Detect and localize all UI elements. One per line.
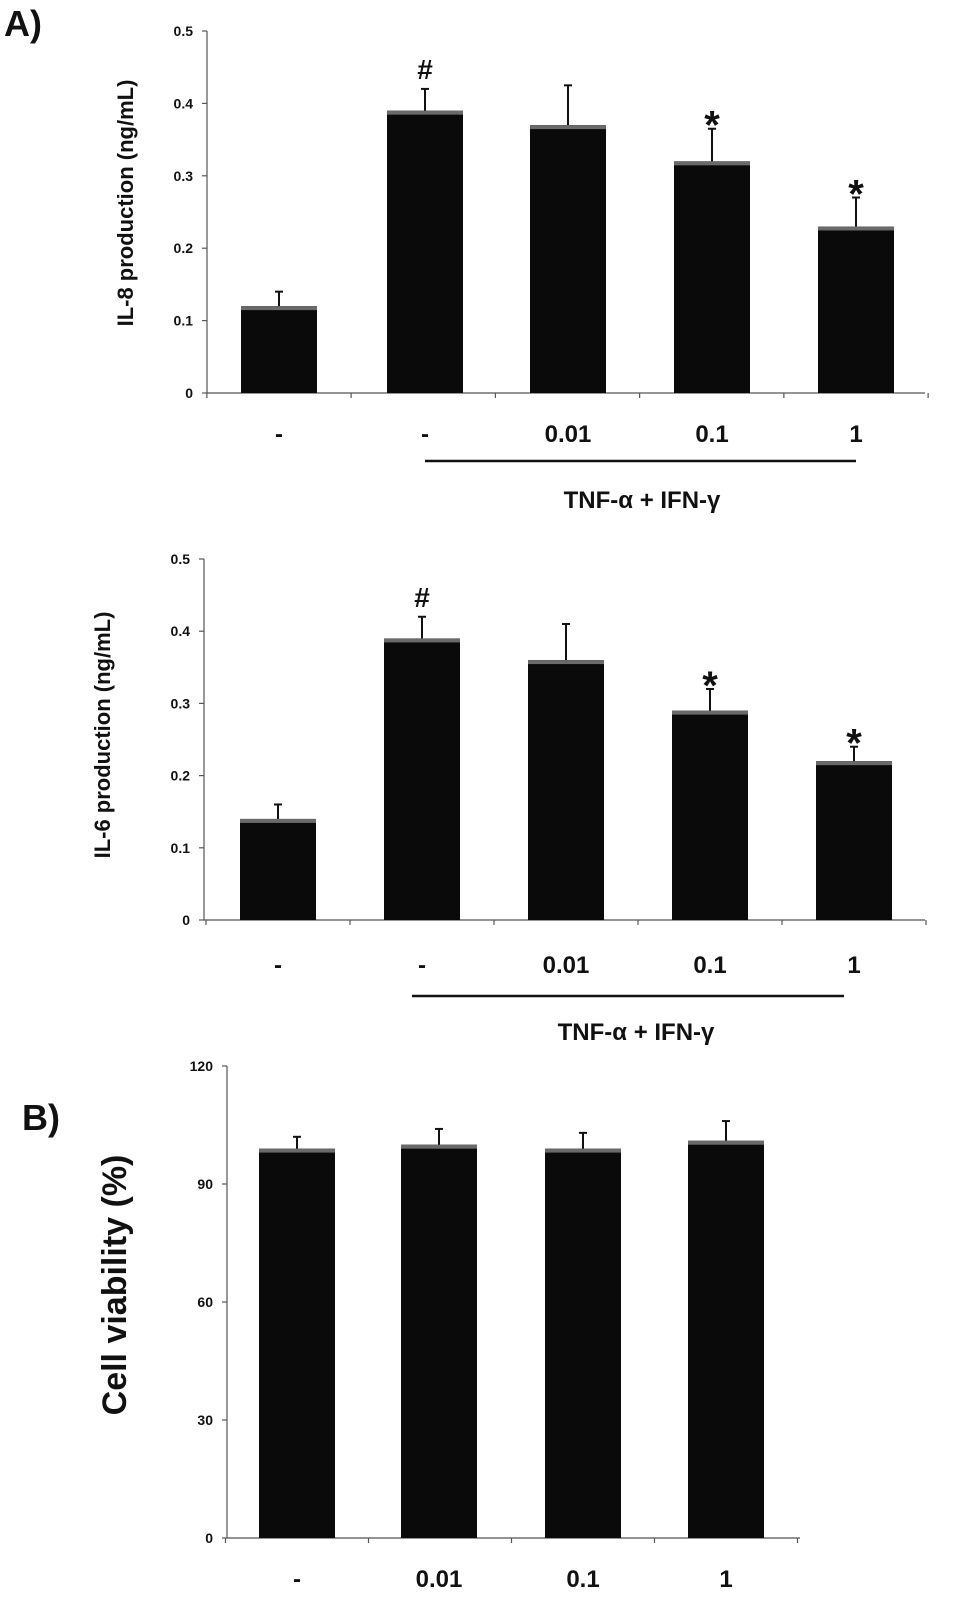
viability-y-tick-label: 90 [197,1176,213,1192]
il6-chart: IL-6 production (ng/mL) TNF-α + IFN-γ 0 0… [90,551,927,1046]
viability-category-label: 0.1 [566,1566,599,1593]
il8-y-tick-label: 0.4 [174,95,194,111]
il6-category-label: 0.01 [543,952,590,979]
il6-bar [672,710,748,920]
il8-bar-highlight [530,125,606,130]
il8-y-tick-label: 0.5 [174,23,194,39]
viability-bar-highlight [401,1144,477,1149]
il8-chart: IL-8 production (ng/mL) TNF-α + IFN-γ 0 0… [113,23,929,514]
il8-category-label: 0.1 [695,421,728,448]
viability-category-label: 0.01 [416,1566,463,1593]
viability-y-tick-label: 60 [197,1294,213,1310]
il6-significance-marker: * [702,664,718,708]
il6-bar [816,761,892,920]
il6-significance-marker: * [846,722,862,766]
viability-chart: Cell viability (%) 0 30 60 90 120 - 0.01 0.1 1 [96,1058,800,1593]
il6-y-tick-label: 0.1 [171,840,191,856]
il8-bar [818,226,894,393]
il8-y-tick-label: 0 [185,385,193,401]
panel-a-label: A) [4,3,42,44]
il8-category-label: - [275,421,283,448]
il8-category-label: 1 [849,421,862,448]
il8-bar [674,161,750,393]
il8-bar-highlight [241,306,317,311]
il6-bar [384,638,460,920]
il8-bar-highlight [387,110,463,115]
viability-y-tick-label: 0 [205,1530,213,1546]
il8-group-label: TNF-α + IFN-γ [564,487,721,514]
il6-y-tick-label: 0.5 [171,551,191,567]
il6-category-label: 1 [847,952,860,979]
il8-bar [530,125,606,394]
il6-category-label: - [274,952,282,979]
viability-bar [401,1144,477,1538]
panel-b-label: B) [22,1097,60,1138]
il6-y-tick-label: 0.3 [171,695,191,711]
il6-bar-highlight [384,638,460,643]
il8-significance-marker: # [417,54,433,85]
viability-bar [545,1148,621,1538]
viability-bar-highlight [688,1140,764,1145]
il6-bar-highlight [528,660,604,665]
il6-bar-highlight [672,710,748,715]
viability-category-label: 1 [719,1566,732,1593]
il8-y-axis-label: IL-8 production (ng/mL) [113,80,138,327]
viability-y-tick-label: 120 [190,1058,214,1074]
il8-bar-highlight [674,161,750,166]
viability-category-label: - [293,1566,301,1593]
il6-category-label: - [418,952,426,979]
il8-bar-highlight [818,226,894,231]
il8-y-tick-label: 0.2 [174,240,194,256]
il6-category-label: 0.1 [693,952,726,979]
il6-y-tick-label: 0.4 [171,623,191,639]
viability-bar-highlight [259,1148,335,1153]
viability-y-tick-label: 30 [197,1412,213,1428]
il6-bar-highlight [240,818,316,823]
viability-bar-highlight [545,1148,621,1153]
il6-bar-highlight [816,761,892,766]
il8-y-tick-label: 0.3 [174,168,194,184]
viability-bar [259,1148,335,1538]
il6-group-label: TNF-α + IFN-γ [558,1019,715,1046]
il8-significance-marker: * [848,173,864,217]
il6-significance-marker: # [414,582,430,613]
il8-category-label: 0.01 [545,421,592,448]
il6-bar [528,660,604,920]
il8-y-tick-label: 0.1 [174,313,194,329]
il6-y-tick-label: 0 [182,912,190,928]
il6-y-axis-label: IL-6 production (ng/mL) [90,612,115,859]
viability-y-axis-label: Cell viability (%) [96,1155,134,1416]
viability-bar [688,1140,764,1538]
il8-bar [387,110,463,393]
il8-significance-marker: * [704,104,720,148]
il8-category-label: - [421,421,429,448]
il6-bar [240,818,316,920]
il6-y-tick-label: 0.2 [171,768,191,784]
il8-bar [241,306,317,393]
